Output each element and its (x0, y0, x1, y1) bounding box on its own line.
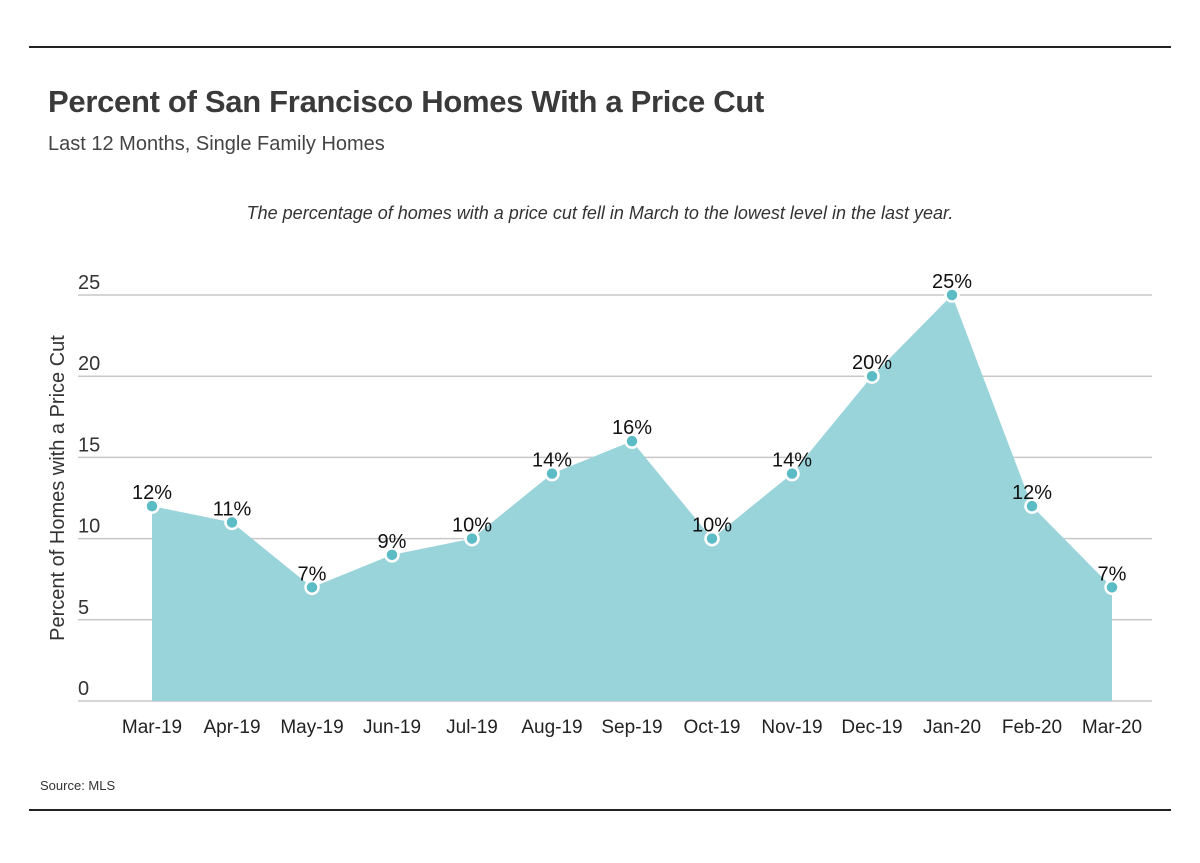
data-label: 25% (932, 271, 972, 293)
y-tick-label: 15 (78, 434, 100, 456)
bottom-rule (29, 809, 1171, 811)
x-tick-label: Jul-19 (446, 717, 498, 738)
data-label: 20% (852, 352, 892, 374)
data-label: 12% (132, 482, 172, 504)
chart-subtitle: Last 12 Months, Single Family Homes (48, 133, 385, 155)
data-point-marker (944, 287, 960, 303)
x-tick-label: Oct-19 (683, 717, 740, 738)
data-point-marker (224, 514, 240, 531)
y-axis: 0 5 10 15 20 25 (78, 272, 100, 700)
x-tick-label: Apr-19 (203, 717, 260, 738)
data-point-marker (384, 547, 400, 563)
label-layer: 12% 11% 7% 9% 10% 14% 16% 10% 14% 20% 25% 12% 7% (132, 271, 1127, 585)
area-layer (152, 295, 1112, 701)
chart-title: Percent of San Francisco Homes With a Pr… (48, 84, 765, 119)
x-tick-label: May-19 (280, 717, 343, 738)
data-point-marker (304, 579, 320, 596)
data-label: 9% (378, 531, 407, 553)
data-label: 7% (1098, 563, 1127, 585)
x-tick-label: Aug-19 (521, 717, 582, 738)
chart-annotation: The percentage of homes with a price cut… (246, 203, 954, 223)
top-rule (29, 46, 1171, 48)
data-label: 16% (612, 417, 652, 439)
x-tick-label: Jun-19 (363, 717, 421, 738)
x-axis: Mar-19 Apr-19 May-19 Jun-19 Jul-19 Aug-19 Sep-… (122, 717, 1142, 738)
data-label: 7% (298, 563, 327, 585)
y-tick-label: 25 (78, 272, 100, 294)
data-label: 11% (213, 498, 252, 520)
data-point-marker (144, 498, 160, 514)
data-point-marker (704, 530, 720, 547)
y-axis-label: Percent of Homes with a Price Cut (47, 335, 69, 641)
data-label: 12% (1012, 482, 1052, 504)
marker-layer (144, 287, 1120, 596)
data-label: 14% (532, 450, 572, 472)
x-tick-label: Nov-19 (761, 717, 822, 738)
y-tick-label: 10 (78, 516, 100, 538)
x-tick-label: Sep-19 (601, 717, 662, 738)
x-tick-label: Feb-20 (1002, 717, 1062, 738)
area-series (152, 295, 1112, 701)
y-tick-label: 0 (78, 678, 89, 700)
y-tick-label: 5 (78, 597, 89, 619)
data-point-marker (864, 368, 880, 384)
data-point-marker (784, 465, 800, 482)
x-tick-label: Mar-20 (1082, 717, 1142, 738)
x-tick-label: Mar-19 (122, 717, 182, 738)
data-point-marker (1104, 579, 1120, 596)
data-point-marker (544, 465, 560, 482)
data-label: 10% (452, 515, 492, 537)
data-label: 10% (692, 515, 732, 537)
data-point-marker (1024, 498, 1040, 514)
y-tick-label: 20 (78, 353, 100, 375)
source-note: Source: MLS (40, 778, 116, 793)
data-label: 14% (772, 450, 812, 472)
data-point-marker (464, 530, 480, 547)
x-tick-label: Jan-20 (923, 717, 981, 738)
x-tick-label: Dec-19 (841, 717, 902, 738)
data-point-marker (624, 433, 640, 449)
